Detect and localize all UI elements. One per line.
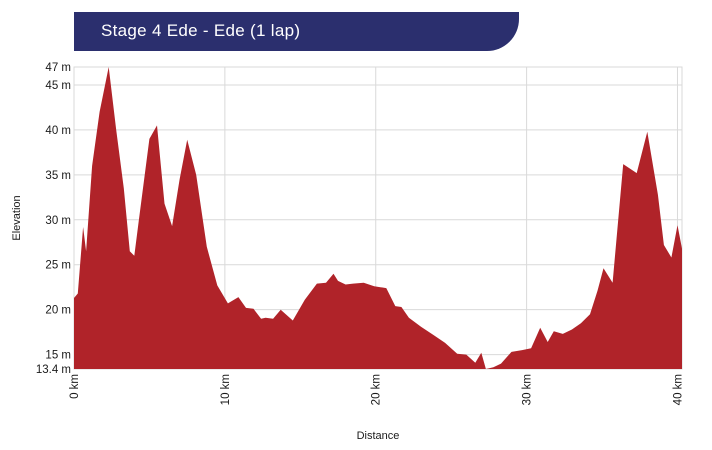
y-tick-label: 20 m [45,305,71,317]
x-axis-ticks: 0 km 10 km 20 km 30 km 40 km [69,374,684,405]
y-tick-label: 25 m [45,260,71,272]
x-tick-label: 20 km [371,374,383,405]
elevation-area [74,67,682,369]
chart-title: Stage 4 Ede - Ede (1 lap) [101,21,301,40]
y-axis-title: Elevation [11,195,23,240]
title-banner: Stage 4 Ede - Ede (1 lap) [74,12,519,51]
x-tick-label: 10 km [220,374,232,405]
x-tick-label: 0 km [69,374,81,399]
y-tick-label: 47 m [45,62,71,74]
y-tick-label: 30 m [45,215,71,227]
y-tick-label: 35 m [45,170,71,182]
y-tick-label: 40 m [45,125,71,137]
y-tick-label: 13.4 m [36,364,71,376]
x-tick-label: 40 km [672,374,684,405]
y-axis-ticks: 13.4 m 15 m 20 m 25 m 30 m 35 m 40 m 45 m 47 m [36,62,71,376]
y-tick-label: 15 m [45,350,71,362]
y-tick-label: 45 m [45,80,71,92]
x-axis-title: Distance [357,430,400,442]
x-tick-label: 30 km [522,374,534,405]
